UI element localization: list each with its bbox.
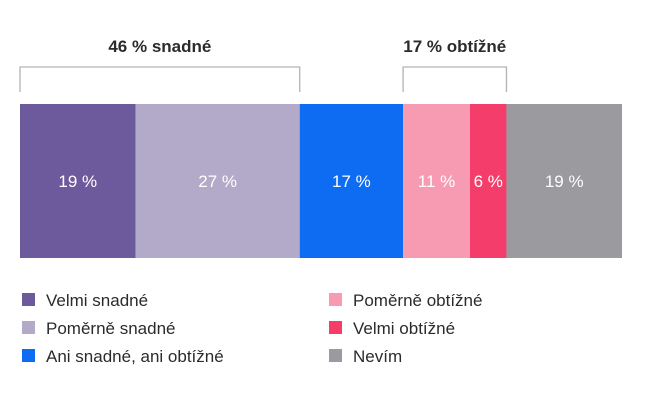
legend-label-1: Velmi snadné (46, 291, 148, 310)
legend-label-5: Velmi obtížné (353, 319, 455, 338)
legend-label-6: Nevím (353, 347, 402, 366)
legend-label-3: Ani snadné, ani obtížné (46, 347, 224, 366)
bar-segment-2 (135, 104, 300, 258)
legend-swatch-3 (22, 349, 35, 362)
bar-value-label-4: 11 % (418, 172, 456, 191)
bar-segment-3 (299, 104, 404, 258)
bar-segment-6 (506, 104, 622, 258)
legend-label-2: Poměrně snadné (46, 319, 175, 338)
bar-segment-4 (403, 104, 470, 258)
bar-segment-1 (20, 104, 136, 258)
group-label-1: 46 % snadné (108, 37, 211, 56)
group-bracket-2 (402, 66, 508, 92)
legend-swatch-2 (22, 321, 35, 334)
legend-swatch-1 (22, 293, 35, 306)
bar-value-label-5: 6 % (474, 172, 503, 191)
bar-value-label-6: 19 % (545, 172, 584, 191)
bar-value-label-2: 27 % (198, 172, 237, 191)
legend-swatch-4 (329, 293, 342, 306)
legend-swatch-6 (329, 349, 342, 362)
bar-value-label-3: 17 % (332, 172, 371, 191)
group-label-2: 17 % obtížné (403, 37, 506, 56)
bar-value-label-1: 19 % (58, 172, 97, 191)
legend-label-4: Poměrně obtížné (353, 291, 482, 310)
group-bracket-1 (19, 66, 301, 92)
bar-segment-5 (469, 104, 507, 258)
legend-swatch-5 (329, 321, 342, 334)
